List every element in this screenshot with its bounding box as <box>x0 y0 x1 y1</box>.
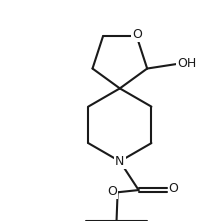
Text: O: O <box>107 185 117 198</box>
Text: O: O <box>168 183 178 195</box>
Text: N: N <box>115 155 125 168</box>
Text: OH: OH <box>177 57 196 70</box>
Text: O: O <box>132 28 142 41</box>
